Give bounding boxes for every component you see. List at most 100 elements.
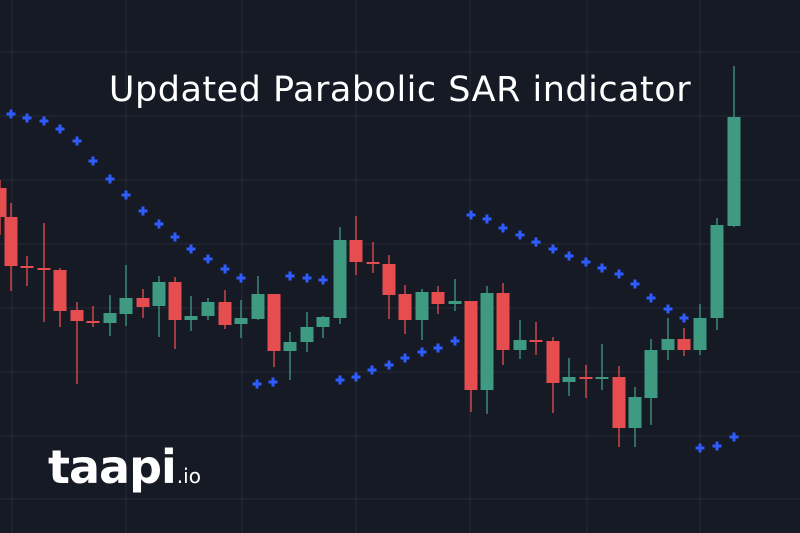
sar-plus-icon (121, 190, 131, 200)
candle (37, 223, 51, 322)
sar-plus-icon (55, 124, 65, 134)
candle (152, 276, 166, 337)
candle (184, 296, 198, 331)
candle (529, 322, 543, 355)
sar-plus-icon (597, 263, 607, 273)
candle-body (595, 377, 609, 379)
sar-plus-icon (335, 375, 345, 385)
candle (448, 279, 462, 311)
sar-plus-icon (384, 360, 394, 370)
sar-plus-icon (646, 293, 656, 303)
parabolic-sar-dots (6, 109, 739, 453)
sar-plus-icon (285, 271, 295, 281)
candle (4, 203, 18, 291)
sar-plus-icon (88, 156, 98, 166)
candle (283, 332, 297, 380)
candle (431, 286, 445, 314)
logo-main-text: taapi (48, 440, 177, 494)
candle (251, 276, 265, 320)
candle-body (86, 321, 100, 323)
sar-plus-icon (498, 223, 508, 233)
candle-body (612, 377, 626, 428)
taapi-logo: taapi.io (48, 440, 201, 494)
sar-plus-icon (531, 237, 541, 247)
candle (546, 337, 560, 413)
candle (119, 265, 133, 326)
sar-plus-icon (367, 365, 377, 375)
candle-body (529, 340, 543, 342)
candle-body (546, 341, 560, 383)
candle-body (677, 339, 691, 350)
candle-body (333, 240, 347, 318)
candle (415, 289, 429, 340)
logo-tld-text: .io (176, 464, 201, 488)
candle-body (693, 318, 707, 350)
sar-plus-icon (482, 214, 492, 224)
sar-plus-icon (433, 343, 443, 353)
candle (661, 318, 675, 360)
candle-body (70, 310, 84, 321)
sar-plus-icon (154, 219, 164, 229)
candle-body (644, 350, 658, 398)
sar-plus-icon (351, 372, 361, 382)
candle-body (316, 317, 330, 327)
sar-plus-icon (400, 353, 410, 363)
candle (693, 304, 707, 355)
sar-plus-icon (39, 116, 49, 126)
candle-body (562, 377, 576, 382)
candle (464, 301, 478, 412)
candle (480, 286, 494, 414)
candle-body (234, 318, 248, 324)
candle (727, 66, 741, 227)
page-title: Updated Parabolic SAR indicator (108, 70, 692, 110)
candle-body (218, 302, 232, 325)
candle-body (480, 293, 494, 390)
candle-body (448, 301, 462, 304)
candle-body (382, 264, 396, 295)
sar-plus-icon (564, 251, 574, 261)
candle-body (431, 292, 445, 304)
candle-body (366, 262, 380, 264)
candle (496, 283, 510, 365)
candle (316, 316, 330, 338)
candle-body (4, 217, 18, 266)
candle (0, 180, 7, 235)
sar-plus-icon (614, 269, 624, 279)
sar-plus-icon (695, 443, 705, 453)
candle (513, 320, 527, 359)
candle-body (201, 302, 215, 316)
candle-body (628, 397, 642, 428)
sar-plus-icon (138, 206, 148, 216)
sar-plus-icon (22, 113, 32, 123)
sar-plus-icon (515, 230, 525, 240)
candle (349, 216, 363, 275)
sar-plus-icon (105, 174, 115, 184)
sar-plus-icon (630, 279, 640, 289)
candle (136, 289, 150, 318)
candle (234, 300, 248, 338)
candle (267, 294, 281, 367)
candle-body (283, 342, 297, 351)
candle (300, 312, 314, 352)
candle-body (37, 268, 51, 270)
sar-plus-icon (466, 210, 476, 220)
sar-plus-icon (186, 244, 196, 254)
candle (612, 366, 626, 447)
sar-plus-icon (6, 109, 16, 119)
sar-plus-icon (220, 264, 230, 274)
candle (86, 306, 100, 327)
sar-plus-icon (170, 232, 180, 242)
sar-plus-icon (663, 304, 673, 314)
candle-body (168, 282, 182, 320)
candle (579, 365, 593, 398)
candle-body (0, 188, 7, 217)
candle (70, 302, 84, 384)
candle-body (710, 225, 724, 318)
candle (398, 285, 412, 334)
candle-body (727, 117, 741, 226)
candle (103, 295, 117, 336)
candle (218, 290, 232, 329)
candle (644, 339, 658, 425)
sar-plus-icon (72, 136, 82, 146)
